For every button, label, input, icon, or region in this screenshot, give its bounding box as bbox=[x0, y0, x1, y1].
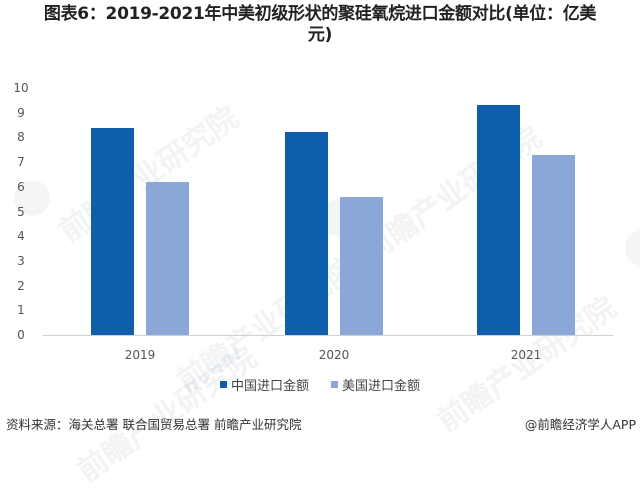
legend-item-china: 中国进口金额 bbox=[219, 375, 309, 394]
plot-area: 前瞻产业研究院 前瞻产业研究院 前瞻产业研究院 前瞻产业研究院 前瞻产业研究院 … bbox=[13, 81, 640, 489]
x-tick-label: 2019 bbox=[124, 348, 156, 362]
y-tick-label: 4 bbox=[17, 229, 25, 244]
chart-title: 图表6：2019-2021年中美初级形状的聚硅氧烷进口金额对比(单位：亿美 元) bbox=[0, 4, 640, 46]
x-axis-line bbox=[43, 335, 613, 336]
bar-usa-2020 bbox=[340, 196, 383, 335]
legend-label-usa: 美国进口金额 bbox=[342, 379, 421, 394]
source-note: 资料来源：海关总署 联合国贸易总署 前瞻产业研究院 bbox=[6, 417, 302, 432]
bar-china-2021 bbox=[477, 105, 520, 335]
y-tick-label: 9 bbox=[17, 105, 25, 120]
y-tick-label: 7 bbox=[17, 155, 25, 170]
watermark-logo-icon bbox=[625, 230, 640, 266]
x-tick-label: 2020 bbox=[318, 348, 350, 362]
watermark-logo-icon bbox=[14, 180, 50, 216]
bar-china-2019 bbox=[91, 127, 134, 335]
legend-item-usa: 美国进口金额 bbox=[331, 375, 420, 394]
bar-usa-2021 bbox=[532, 154, 575, 335]
legend-swatch-usa bbox=[331, 381, 338, 388]
y-tick-label: 8 bbox=[17, 130, 25, 145]
y-tick-label: 6 bbox=[17, 179, 25, 194]
bar-usa-2019 bbox=[146, 181, 189, 335]
bar-china-2020 bbox=[285, 132, 328, 335]
y-tick-label: 10 bbox=[13, 81, 29, 95]
y-tick-label: 3 bbox=[17, 253, 25, 268]
credit-note: @前瞻经济学人APP bbox=[524, 417, 636, 432]
legend-swatch-china bbox=[219, 381, 227, 388]
y-tick-label: 2 bbox=[17, 278, 25, 293]
y-tick-label: 1 bbox=[17, 303, 25, 318]
chart-title-line2: 元) bbox=[307, 25, 333, 45]
legend: 中国进口金额 美国进口金额 bbox=[0, 375, 640, 394]
legend-label-china: 中国进口金额 bbox=[230, 379, 309, 394]
x-tick-label: 2021 bbox=[510, 348, 542, 362]
y-tick-label: 5 bbox=[17, 204, 25, 219]
y-tick-label: 0 bbox=[17, 328, 25, 342]
chart-title-line1: 图表6：2019-2021年中美初级形状的聚硅氧烷进口金额对比(单位：亿美 bbox=[43, 4, 597, 24]
